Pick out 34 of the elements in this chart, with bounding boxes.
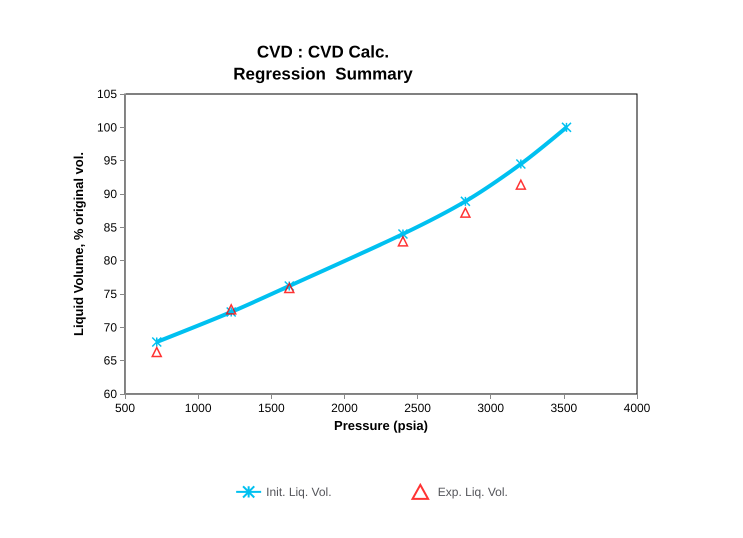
y-tick-label: 95 [104, 154, 118, 168]
x-axis-title: Pressure (psia) [334, 418, 428, 433]
point [460, 196, 471, 207]
x-tick-label: 3000 [477, 401, 504, 415]
point [151, 346, 162, 358]
x-tick-label: 1000 [184, 401, 212, 415]
y-tick-label: 75 [104, 287, 118, 301]
chart-title: CVD : CVD Calc. Regression Summary [233, 42, 414, 84]
x-tick-label: 500 [114, 401, 136, 415]
y-tick-label: 70 [104, 320, 118, 334]
point [151, 336, 162, 348]
legend-label: Init. Liq. Vol. [266, 484, 332, 499]
y-axis-title: Liquid Volume, % original vol. [71, 152, 86, 336]
point [398, 236, 408, 247]
point [398, 228, 408, 240]
y-tick-label: 60 [104, 387, 118, 401]
x-tick-label: 4000 [624, 401, 651, 415]
point [516, 179, 526, 190]
y-tick-label: 80 [104, 254, 118, 268]
x-tick-label: 2500 [404, 401, 432, 415]
y-tick-label: 90 [104, 187, 118, 201]
y-tick-label: 65 [104, 354, 118, 368]
y-tick-label: 100 [96, 120, 118, 134]
y-tick-label: 85 [104, 220, 118, 234]
point [516, 158, 526, 170]
y-tick-label: 105 [96, 87, 118, 101]
x-tick-label: 1500 [258, 401, 285, 415]
x-tick-label: 2000 [331, 401, 358, 415]
point [226, 306, 236, 318]
legend-label: Exp. Liq. Vol. [438, 484, 508, 499]
point [561, 122, 572, 133]
point [460, 207, 471, 218]
point [226, 304, 236, 315]
x-tick-label: 3500 [550, 401, 578, 415]
